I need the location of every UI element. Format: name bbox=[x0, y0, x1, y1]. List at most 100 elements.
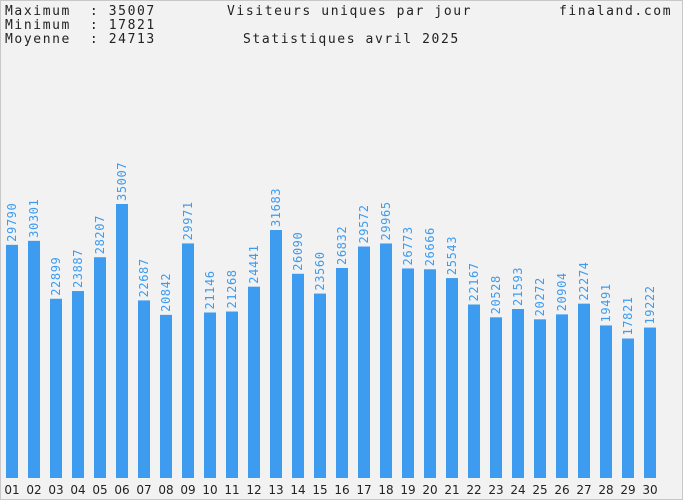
x-tick-label-02: 02 bbox=[26, 483, 41, 497]
value-label-22: 22167 bbox=[467, 262, 481, 301]
value-label-23: 20528 bbox=[489, 275, 503, 314]
value-label-26: 20904 bbox=[555, 272, 569, 311]
value-label-10: 21146 bbox=[203, 270, 217, 309]
value-label-07: 22687 bbox=[137, 258, 151, 297]
bar-28 bbox=[600, 325, 612, 478]
bar-19 bbox=[402, 268, 414, 478]
bar-09 bbox=[182, 243, 194, 478]
x-tick-label-26: 26 bbox=[554, 483, 569, 497]
x-tick-label-30: 30 bbox=[642, 483, 657, 497]
bar-25 bbox=[534, 319, 546, 478]
bar-11 bbox=[226, 311, 238, 478]
value-label-04: 23887 bbox=[71, 249, 85, 288]
value-label-16: 26832 bbox=[335, 226, 349, 265]
minimum-label: Minimum : bbox=[5, 18, 100, 33]
value-label-29: 17821 bbox=[621, 296, 635, 335]
average-label: Moyenne : bbox=[5, 32, 100, 47]
bar-03 bbox=[50, 298, 62, 478]
x-tick-label-19: 19 bbox=[400, 483, 415, 497]
value-label-14: 26090 bbox=[291, 232, 305, 271]
x-tick-label-14: 14 bbox=[290, 483, 305, 497]
x-tick-label-09: 09 bbox=[180, 483, 195, 497]
bar-29 bbox=[622, 338, 634, 478]
x-tick-label-06: 06 bbox=[114, 483, 129, 497]
x-tick-label-07: 07 bbox=[136, 483, 151, 497]
bar-02 bbox=[28, 240, 40, 478]
chart-subtitle: Statistiques avril 2025 bbox=[243, 32, 460, 47]
value-label-20: 26666 bbox=[423, 227, 437, 266]
x-tick-label-08: 08 bbox=[158, 483, 173, 497]
x-tick-label-29: 29 bbox=[620, 483, 635, 497]
x-tick-label-10: 10 bbox=[202, 483, 217, 497]
bar-17 bbox=[358, 246, 370, 478]
bar-04 bbox=[72, 291, 84, 478]
value-label-15: 23560 bbox=[313, 251, 327, 290]
maximum-stat: Maximum : 35007 bbox=[5, 4, 156, 19]
x-tick-label-28: 28 bbox=[598, 483, 613, 497]
bar-14 bbox=[292, 273, 304, 478]
value-label-09: 29971 bbox=[181, 201, 195, 240]
x-tick-label-12: 12 bbox=[246, 483, 261, 497]
x-tick-label-25: 25 bbox=[532, 483, 547, 497]
bar-18 bbox=[380, 243, 392, 478]
bar-15 bbox=[314, 293, 326, 478]
average-value: 24713 bbox=[108, 32, 156, 47]
value-label-02: 30301 bbox=[27, 199, 41, 238]
x-tick-label-13: 13 bbox=[268, 483, 283, 497]
bar-10 bbox=[204, 312, 216, 478]
bar-27 bbox=[578, 303, 590, 478]
value-label-11: 21268 bbox=[225, 269, 239, 308]
value-label-03: 22899 bbox=[49, 257, 63, 296]
site-name: finaland.com bbox=[559, 4, 673, 19]
bar-16 bbox=[336, 267, 348, 478]
bar-26 bbox=[556, 314, 568, 478]
bar-06 bbox=[116, 204, 128, 478]
x-tick-label-03: 03 bbox=[48, 483, 63, 497]
maximum-value: 35007 bbox=[108, 4, 156, 19]
bar-12 bbox=[248, 286, 260, 478]
chart-title: Visiteurs uniques par jour bbox=[227, 4, 473, 19]
bar-30 bbox=[644, 327, 656, 478]
x-tick-label-27: 27 bbox=[576, 483, 591, 497]
x-tick-label-04: 04 bbox=[70, 483, 85, 497]
average-stat: Moyenne : 24713 bbox=[5, 32, 156, 47]
value-label-06: 35007 bbox=[115, 162, 129, 201]
value-label-24: 21593 bbox=[511, 267, 525, 306]
value-label-21: 25543 bbox=[445, 236, 459, 275]
value-label-19: 26773 bbox=[401, 226, 415, 265]
value-label-13: 31683 bbox=[269, 188, 283, 227]
x-tick-label-16: 16 bbox=[334, 483, 349, 497]
x-tick-label-11: 11 bbox=[224, 483, 239, 497]
bar-20 bbox=[424, 269, 436, 478]
value-label-18: 29965 bbox=[379, 201, 393, 240]
value-label-27: 22274 bbox=[577, 262, 591, 301]
value-label-08: 20842 bbox=[159, 273, 173, 312]
value-label-30: 19222 bbox=[643, 285, 657, 324]
value-label-01: 29790 bbox=[5, 203, 19, 242]
value-label-05: 28207 bbox=[93, 215, 107, 254]
x-tick-label-21: 21 bbox=[444, 483, 459, 497]
value-label-25: 20272 bbox=[533, 277, 547, 316]
x-tick-label-24: 24 bbox=[510, 483, 525, 497]
x-tick-label-17: 17 bbox=[356, 483, 371, 497]
bar-23 bbox=[490, 317, 502, 478]
x-tick-label-15: 15 bbox=[312, 483, 327, 497]
bar-07 bbox=[138, 300, 150, 478]
maximum-label: Maximum : bbox=[5, 4, 100, 19]
value-label-28: 19491 bbox=[599, 283, 613, 322]
x-tick-label-23: 23 bbox=[488, 483, 503, 497]
bar-22 bbox=[468, 304, 480, 478]
value-label-17: 29572 bbox=[357, 204, 371, 243]
x-tick-label-01: 01 bbox=[4, 483, 19, 497]
x-tick-label-22: 22 bbox=[466, 483, 481, 497]
bar-24 bbox=[512, 308, 524, 478]
bar-01 bbox=[6, 244, 18, 478]
minimum-value: 17821 bbox=[108, 18, 156, 33]
x-tick-label-18: 18 bbox=[378, 483, 393, 497]
value-label-12: 24441 bbox=[247, 245, 261, 284]
bar-05 bbox=[94, 257, 106, 478]
bar-21 bbox=[446, 278, 458, 478]
minimum-stat: Minimum : 17821 bbox=[5, 18, 156, 33]
x-tick-label-20: 20 bbox=[422, 483, 437, 497]
bar-13 bbox=[270, 230, 282, 478]
